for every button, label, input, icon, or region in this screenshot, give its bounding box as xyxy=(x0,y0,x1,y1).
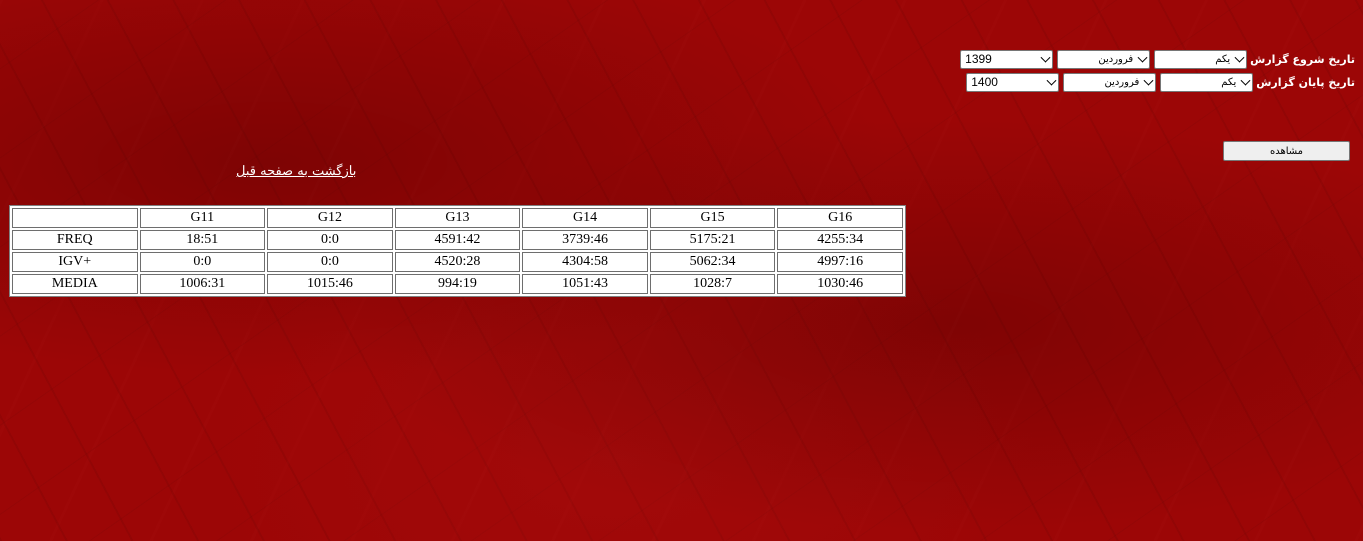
table-cell: 1051:43 xyxy=(522,274,648,294)
end-day-select[interactable]: یکم xyxy=(1160,72,1254,92)
table-row: FREQ 18:51 0:0 4591:42 3739:46 5175:21 4… xyxy=(12,230,903,250)
table-row: MEDIA 1006:31 1015:46 994:19 1051:43 102… xyxy=(12,274,903,294)
table-cell: 994:19 xyxy=(394,274,521,294)
chevron-down-icon xyxy=(1240,75,1251,86)
table-cell: 18:51 xyxy=(139,230,266,250)
column-header: G11 xyxy=(139,208,266,228)
table-cell: 1006:31 xyxy=(139,274,266,294)
chevron-down-icon xyxy=(1046,75,1057,86)
start-date-label: تاریخ شروع گزارش xyxy=(1250,52,1355,66)
chevron-down-icon xyxy=(1040,52,1051,63)
end-year-select[interactable]: 1400 xyxy=(966,72,1060,92)
table-cell: 4304:58 xyxy=(522,252,648,272)
start-day-select[interactable]: یکم xyxy=(1154,49,1248,69)
start-date-row: تاریخ شروع گزارش یکم فروردین 1399 xyxy=(956,49,1355,69)
end-date-row: تاریخ پایان گزارش یکم فروردین 1400 xyxy=(956,72,1355,92)
view-button[interactable]: مشاهده xyxy=(1223,141,1350,161)
table-corner-cell xyxy=(12,208,138,228)
chevron-down-icon xyxy=(1143,75,1154,86)
end-month-select[interactable]: فروردین xyxy=(1063,72,1157,92)
table-cell: 1028:7 xyxy=(649,274,776,294)
table-row: IGV+ 0:0 0:0 4520:28 4304:58 5062:34 499… xyxy=(12,252,903,272)
back-link[interactable]: بازگشت به صفحه قبل xyxy=(236,164,357,179)
row-header: IGV+ xyxy=(12,252,138,272)
table-cell: 0:0 xyxy=(267,252,393,272)
row-header: FREQ xyxy=(12,230,138,250)
table-cell: 4255:34 xyxy=(777,230,903,250)
chevron-down-icon xyxy=(1234,52,1245,63)
end-date-label: تاریخ پایان گزارش xyxy=(1256,75,1355,89)
start-year-select[interactable]: 1399 xyxy=(960,49,1054,69)
table-cell: 3739:46 xyxy=(522,230,648,250)
column-header: G13 xyxy=(394,208,521,228)
column-header: G14 xyxy=(522,208,648,228)
table-cell: 5062:34 xyxy=(649,252,776,272)
chevron-down-icon xyxy=(1137,52,1148,63)
column-header: G16 xyxy=(777,208,903,228)
table-cell: 4591:42 xyxy=(394,230,521,250)
table-cell: 1015:46 xyxy=(267,274,393,294)
column-header: G15 xyxy=(649,208,776,228)
table-cell: 1030:46 xyxy=(777,274,903,294)
table-cell: 0:0 xyxy=(267,230,393,250)
table-header-row: G11 G12 G13 G14 G15 G16 xyxy=(12,208,903,228)
results-table: G11 G12 G13 G14 G15 G16 FREQ 18:51 0:0 4… xyxy=(9,205,906,297)
date-range-form: تاریخ شروع گزارش یکم فروردین 1399 تاریخ … xyxy=(956,49,1355,95)
start-month-select[interactable]: فروردین xyxy=(1057,49,1151,69)
table-cell: 5175:21 xyxy=(649,230,776,250)
table-cell: 4997:16 xyxy=(777,252,903,272)
table-cell: 4520:28 xyxy=(394,252,521,272)
column-header: G12 xyxy=(267,208,393,228)
row-header: MEDIA xyxy=(12,274,138,294)
table-cell: 0:0 xyxy=(139,252,266,272)
